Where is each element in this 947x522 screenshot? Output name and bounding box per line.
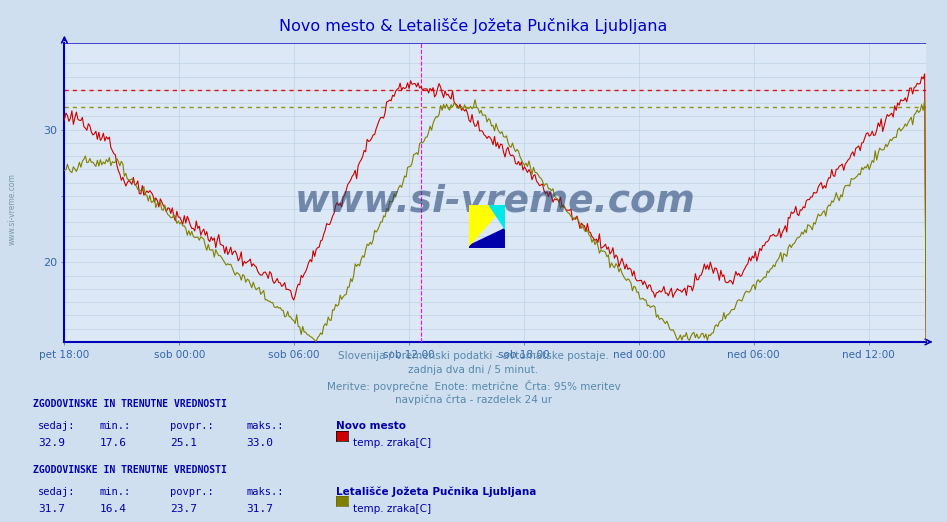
Text: povpr.:: povpr.:	[170, 487, 214, 496]
Text: www.si-vreme.com: www.si-vreme.com	[295, 184, 696, 220]
Text: www.si-vreme.com: www.si-vreme.com	[8, 173, 17, 245]
Text: sedaj:: sedaj:	[38, 487, 76, 496]
Text: Letališče Jožeta Pučnika Ljubljana: Letališče Jožeta Pučnika Ljubljana	[336, 487, 537, 497]
Text: 31.7: 31.7	[38, 504, 65, 514]
Text: Novo mesto & Letališče Jožeta Pučnika Ljubljana: Novo mesto & Letališče Jožeta Pučnika Lj…	[279, 18, 668, 34]
Text: 33.0: 33.0	[246, 438, 274, 448]
Text: maks.:: maks.:	[246, 421, 284, 431]
Polygon shape	[469, 229, 505, 248]
Text: ZGODOVINSKE IN TRENUTNE VREDNOSTI: ZGODOVINSKE IN TRENUTNE VREDNOSTI	[33, 399, 227, 409]
Text: sedaj:: sedaj:	[38, 421, 76, 431]
Text: min.:: min.:	[99, 421, 131, 431]
Text: temp. zraka[C]: temp. zraka[C]	[353, 438, 431, 448]
Text: min.:: min.:	[99, 487, 131, 496]
Text: 25.1: 25.1	[170, 438, 198, 448]
Polygon shape	[489, 205, 505, 229]
Text: temp. zraka[C]: temp. zraka[C]	[353, 504, 431, 514]
Text: 31.7: 31.7	[246, 504, 274, 514]
Text: 16.4: 16.4	[99, 504, 127, 514]
Text: Meritve: povprečne  Enote: metrične  Črta: 95% meritev: Meritve: povprečne Enote: metrične Črta:…	[327, 380, 620, 392]
Text: Novo mesto: Novo mesto	[336, 421, 406, 431]
Text: 32.9: 32.9	[38, 438, 65, 448]
Text: navpična črta - razdelek 24 ur: navpična črta - razdelek 24 ur	[395, 395, 552, 405]
Text: Slovenija / vremenski podatki - avtomatske postaje.: Slovenija / vremenski podatki - avtomats…	[338, 351, 609, 361]
Text: 23.7: 23.7	[170, 504, 198, 514]
Polygon shape	[469, 205, 505, 246]
Text: povpr.:: povpr.:	[170, 421, 214, 431]
Text: zadnja dva dni / 5 minut.: zadnja dva dni / 5 minut.	[408, 365, 539, 375]
Text: maks.:: maks.:	[246, 487, 284, 496]
Text: 17.6: 17.6	[99, 438, 127, 448]
Text: ZGODOVINSKE IN TRENUTNE VREDNOSTI: ZGODOVINSKE IN TRENUTNE VREDNOSTI	[33, 465, 227, 474]
